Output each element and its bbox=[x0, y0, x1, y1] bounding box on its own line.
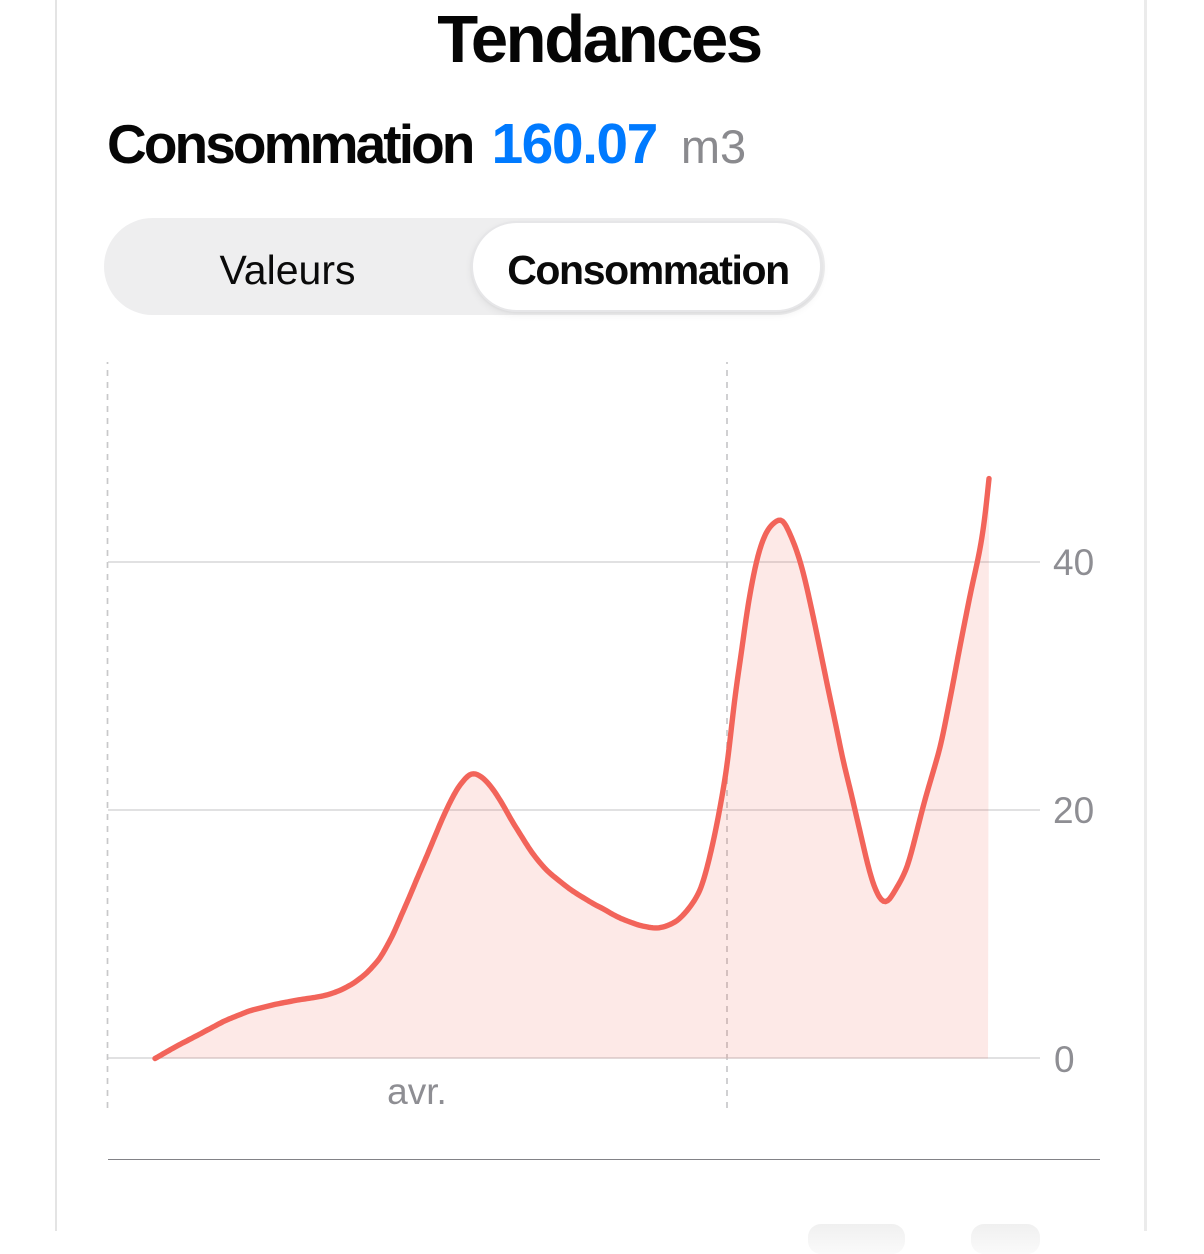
svg-text:0: 0 bbox=[1054, 1039, 1075, 1080]
svg-text:avr.: avr. bbox=[387, 1071, 447, 1112]
svg-text:20: 20 bbox=[1053, 790, 1094, 831]
svg-text:40: 40 bbox=[1053, 542, 1094, 583]
